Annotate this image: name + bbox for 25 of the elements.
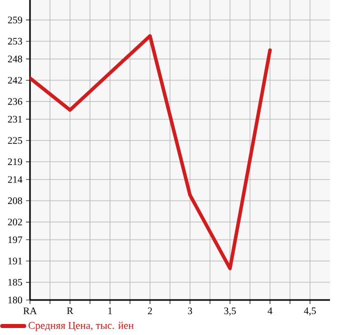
y-tick-label: 225 xyxy=(8,137,22,144)
y-tick-label: 219 xyxy=(8,158,22,166)
y-tick-label: 259 xyxy=(8,16,22,24)
y-tick-label: 253 xyxy=(8,38,22,45)
x-tick-label: 3 xyxy=(188,308,192,314)
x-tick-label: 4,5 xyxy=(304,308,316,316)
x-tick-label: 4 xyxy=(268,308,272,314)
x-tick-label: RA xyxy=(23,308,37,314)
y-tick-label: 248 xyxy=(8,56,22,62)
y-tick-label: 231 xyxy=(8,116,22,123)
y-tick-label: 214 xyxy=(8,176,22,183)
y-tick-label: 191 xyxy=(8,258,22,264)
y-tick-label: 202 xyxy=(8,218,22,226)
y-tick-label: 185 xyxy=(8,278,22,286)
x-tick-label: 1 xyxy=(108,308,112,314)
x-tick-label: 2 xyxy=(148,308,152,314)
line-series xyxy=(30,34,272,270)
legend-label: Средняя Цена, тыс. йен xyxy=(28,322,134,332)
y-tick-label: 236 xyxy=(8,98,22,105)
y-tick-label: 197 xyxy=(8,236,22,244)
y-tick-label: 208 xyxy=(8,197,22,204)
x-tick-label: R xyxy=(66,308,74,314)
y-tick-label: 242 xyxy=(8,76,22,84)
x-tick-label: 3,5 xyxy=(224,308,236,316)
y-tick-label: 180 xyxy=(8,296,22,304)
